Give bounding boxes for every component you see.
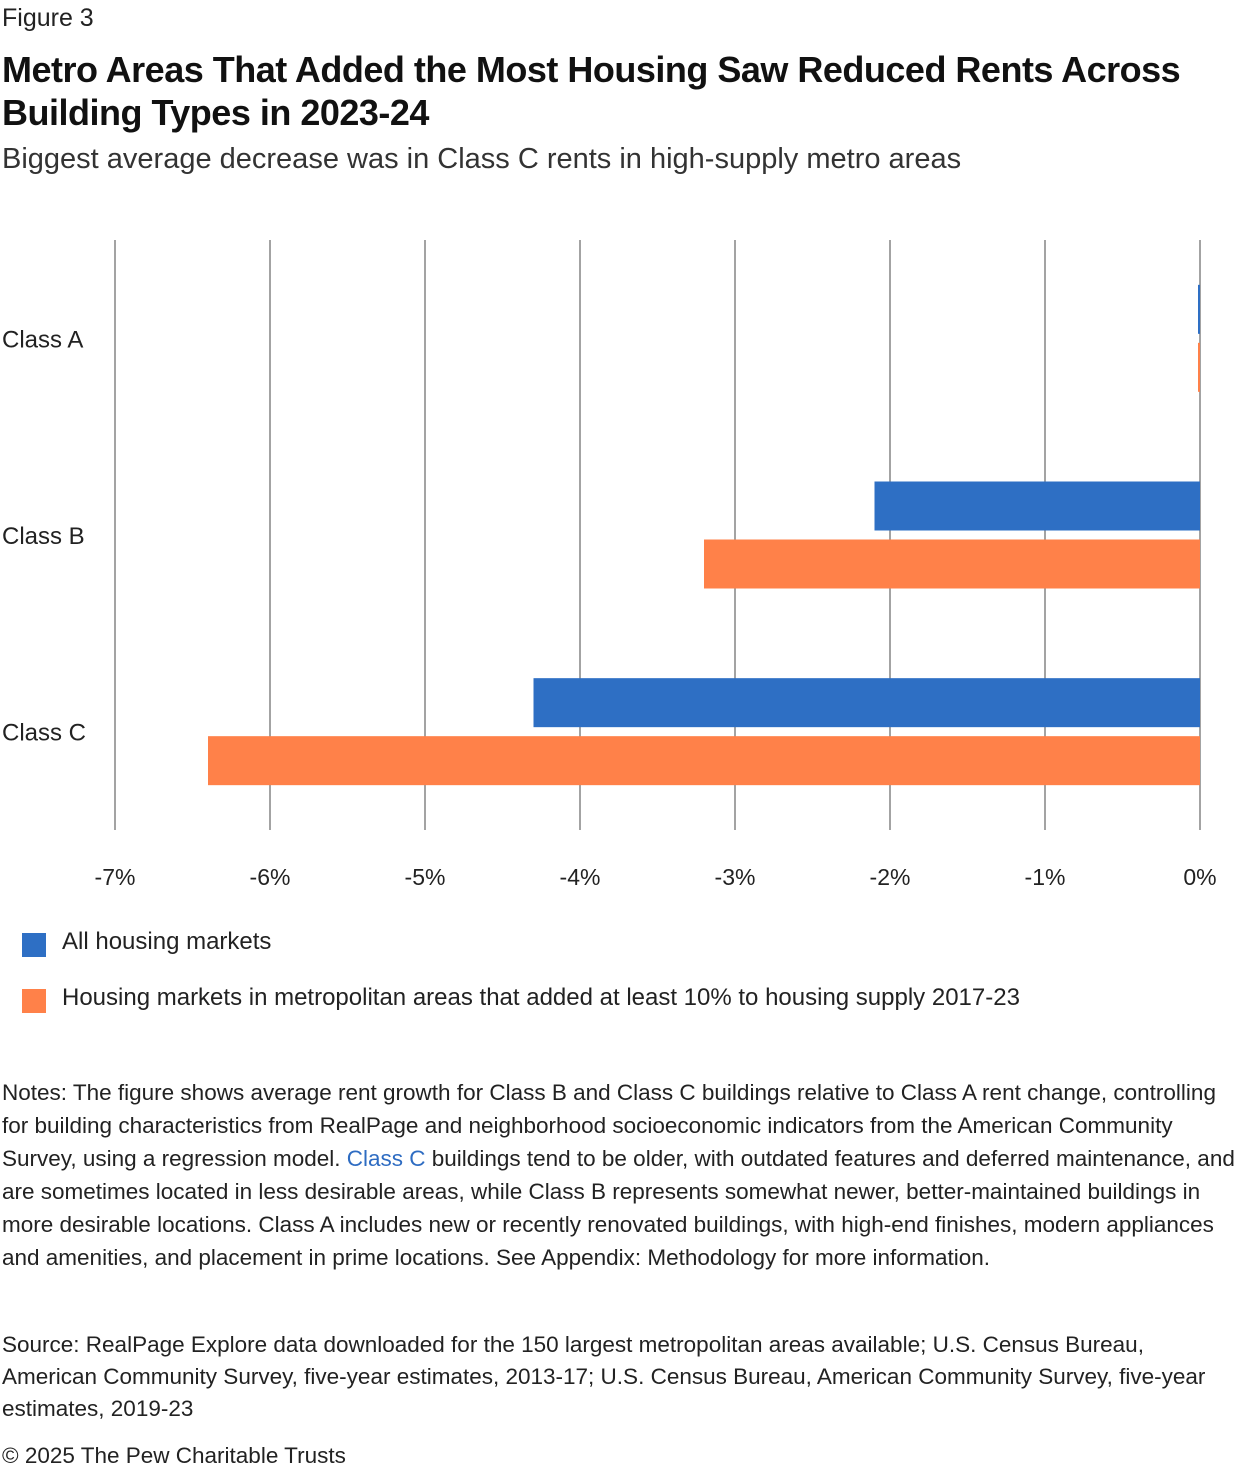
legend-label-high-supply: Housing markets in metropolitan areas th…: [62, 984, 1020, 1011]
x-tick-label: 0%: [1183, 864, 1216, 890]
notes: Notes: The figure shows average rent gro…: [2, 1076, 1238, 1274]
chart-title: Metro Areas That Added the Most Housing …: [2, 49, 1181, 133]
x-tick-label: -5%: [405, 864, 446, 890]
gridlines: [114, 240, 1201, 830]
category-label: Class C: [2, 720, 86, 747]
copyright: © 2025 The Pew Charitable Trusts: [2, 1443, 346, 1468]
x-tick-label: -2%: [870, 864, 911, 890]
bar-high-supply: [208, 736, 1200, 786]
chart-subtitle: Biggest average decrease was in Class C …: [2, 143, 962, 175]
category-labels: Class A Class B Class C: [2, 326, 86, 746]
notes-text-end: buildings tend to be older, with outdate…: [2, 1146, 1235, 1270]
x-tick-label: -4%: [560, 864, 601, 890]
category-label: Class B: [2, 523, 85, 550]
bar-all-markets: [1198, 284, 1200, 334]
bar-high-supply: [704, 539, 1200, 589]
legend-label-all-markets: All housing markets: [62, 928, 272, 955]
bar-all-markets: [874, 481, 1200, 531]
x-tick-label: -3%: [715, 864, 756, 890]
bars: [208, 284, 1200, 786]
notes-text-start: Notes: The figure shows average rent gro…: [2, 1080, 1216, 1171]
class-c-link[interactable]: Class C: [346, 1146, 426, 1171]
legend-swatch-all-markets: [22, 933, 46, 957]
bar-high-supply: [1198, 342, 1200, 392]
source-note: Source: RealPage Explore data downloaded…: [2, 1332, 1206, 1421]
x-tick-labels: -7% -6% -5% -4% -3% -2% -1% 0%: [95, 864, 1217, 890]
figure-label: Figure 3: [2, 4, 94, 32]
legend-swatch-high-supply: [22, 989, 46, 1013]
x-tick-label: -6%: [250, 864, 291, 890]
x-tick-label: -7%: [95, 864, 136, 890]
category-label: Class A: [2, 326, 83, 353]
bar-all-markets: [533, 678, 1200, 728]
bar-chart: Class A Class B Class C -7% -6% -5% -4% -3% -2%…: [2, 240, 1217, 890]
x-tick-label: -1%: [1025, 864, 1066, 890]
